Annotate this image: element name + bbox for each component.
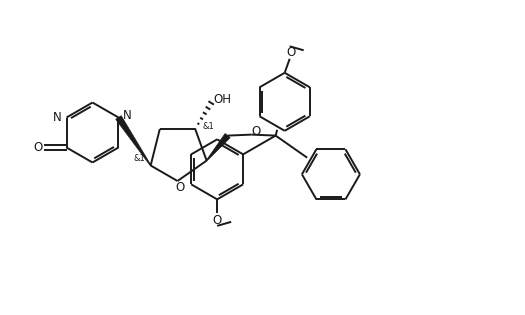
Text: O: O bbox=[34, 141, 43, 154]
Text: O: O bbox=[286, 46, 296, 59]
Text: N: N bbox=[122, 108, 131, 122]
Text: O: O bbox=[175, 181, 185, 194]
Polygon shape bbox=[116, 116, 151, 166]
Text: &1: &1 bbox=[134, 154, 145, 163]
Text: &1: &1 bbox=[202, 122, 214, 131]
Text: OH: OH bbox=[213, 93, 231, 106]
Polygon shape bbox=[206, 134, 230, 161]
Text: N: N bbox=[53, 111, 61, 124]
Text: O: O bbox=[251, 125, 260, 138]
Text: O: O bbox=[213, 214, 222, 227]
